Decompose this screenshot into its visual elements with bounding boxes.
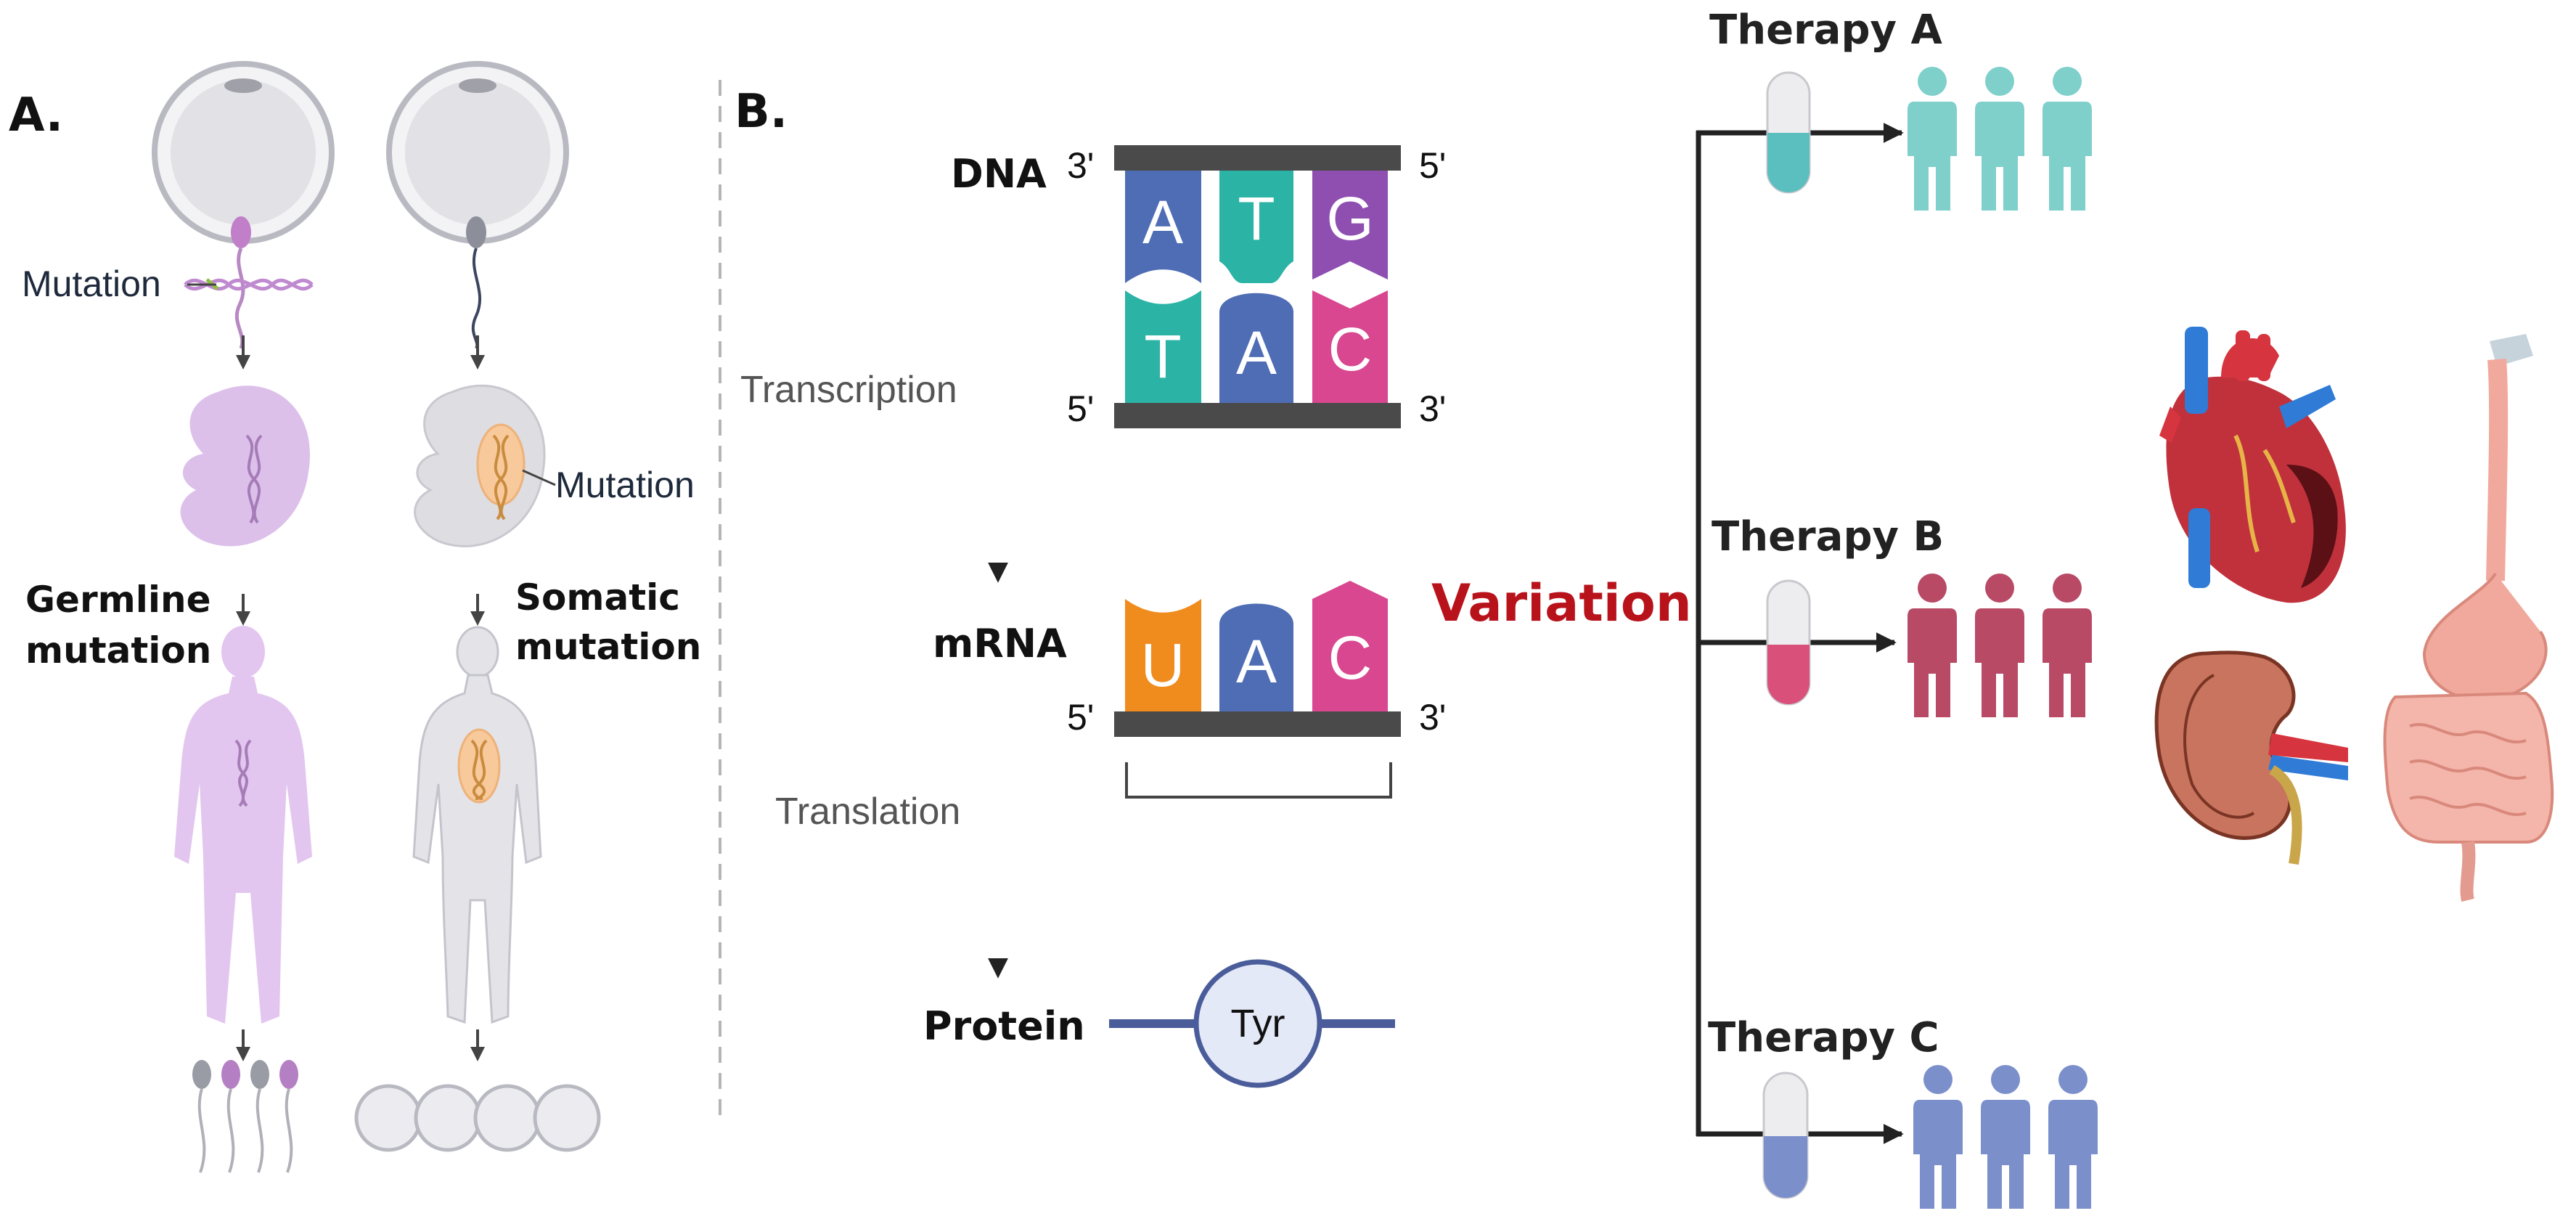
mrna-right-end: 3' (1419, 697, 1446, 738)
germline-sperm (231, 216, 251, 349)
amino-acid-label: Tyr (1231, 1002, 1285, 1045)
somatic-human-figure (412, 626, 542, 1024)
dna-bottom-left-end: 5' (1067, 388, 1094, 429)
mrna-left-end: 5' (1067, 697, 1094, 738)
dna-top-base-1: A (1142, 188, 1183, 256)
dna-top-base-3: G (1326, 184, 1373, 253)
therapy-a-label: Therapy A (1709, 7, 1943, 54)
somatic-label-line2: mutation (515, 626, 701, 668)
therapy-b-patients-icon (1908, 574, 2092, 717)
mrna-base-1: U (1141, 631, 1185, 699)
digestive-tract-icon (2383, 334, 2554, 902)
dna-bottom-base-2: A (1236, 319, 1277, 387)
germline-human-figure (174, 626, 312, 1024)
variation-label: Variation (1431, 574, 1692, 633)
therapy-c-label: Therapy C (1708, 1014, 1939, 1061)
germline-egg (152, 61, 335, 244)
dna-label: DNA (951, 151, 1047, 197)
dna-bottom-base-3: C (1328, 315, 1373, 383)
therapy-b-capsule-icon (1766, 579, 1811, 706)
therapy-c-capsule-icon (1762, 1072, 1809, 1199)
mrna-base-2: A (1236, 627, 1277, 695)
panel-a: A. Mutation Germline mutation (9, 61, 701, 1173)
panel-b: B. DNA mRNA Protein Transcription Transl… (735, 7, 2554, 1209)
dna-base-G (1312, 171, 1388, 279)
dna-base-T (1219, 171, 1293, 283)
dna-top-right-end: 5' (1419, 145, 1446, 186)
panel-b-label: B. (735, 85, 788, 139)
heart-icon (2159, 327, 2346, 603)
protein-label: Protein (923, 1003, 1085, 1049)
mutation-label-somatic: Mutation (555, 465, 695, 505)
dna-bottom-right-end: 3' (1419, 388, 1446, 429)
germline-label-line2: mutation (25, 629, 211, 672)
kidney-icon (2154, 650, 2348, 865)
dna-base-T-bottom (1125, 290, 1201, 403)
mrna-base-C (1312, 581, 1388, 711)
dna-double-strand: 3' 5' 5' 3' A T G T A C (1067, 145, 1446, 429)
germline-embryo (180, 385, 311, 547)
protein-chain: Tyr (1109, 959, 1395, 1088)
panel-a-label: A. (9, 89, 63, 142)
dna-top-base-2: T (1238, 184, 1275, 253)
dna-top-left-end: 3' (1067, 145, 1094, 186)
translation-label: Translation (775, 791, 960, 833)
somatic-embryo (414, 384, 556, 547)
amino-acid-circle (1193, 959, 1322, 1088)
dna-base-A-bottom (1219, 293, 1293, 403)
somatic-label-line1: Somatic (515, 576, 680, 619)
mutation-label-germline: Mutation (22, 264, 161, 304)
codon-bracket (1125, 762, 1392, 799)
therapy-b-label: Therapy B (1712, 513, 1944, 560)
therapy-a-patients-icon (1908, 67, 2092, 211)
therapy-c-patients-icon (1913, 1065, 2098, 1209)
mrna-label: mRNA (933, 621, 1067, 666)
mrna-strand: 5' 3' U A C (1067, 581, 1446, 799)
germline-label-line1: Germline (25, 579, 211, 621)
mrna-base-U (1125, 599, 1201, 711)
mrna-base-3: C (1328, 624, 1373, 692)
dna-base-A (1125, 171, 1201, 283)
germline-sperm-offspring (192, 1060, 298, 1173)
dna-base-C-bottom (1312, 290, 1388, 403)
somatic-eggs-offspring (354, 1084, 601, 1152)
dna-bottom-base-1: T (1144, 322, 1181, 391)
somatic-sperm (466, 216, 486, 350)
mrna-base-A (1219, 603, 1293, 711)
transcription-label: Transcription (740, 369, 957, 411)
somatic-egg (386, 61, 569, 244)
therapy-a-capsule-icon (1766, 71, 1811, 194)
